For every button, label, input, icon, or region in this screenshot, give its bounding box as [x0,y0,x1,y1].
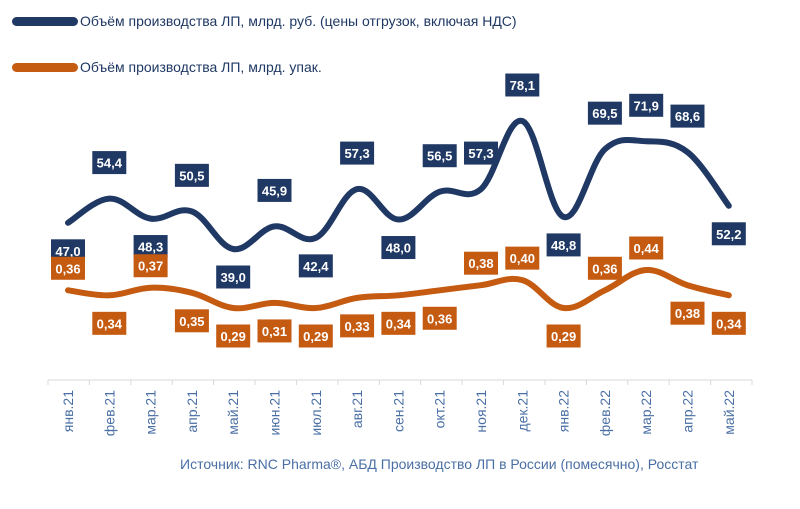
legend-label-series1: Объём производства ЛП, млрд. руб. (цены … [80,13,517,29]
x-tick-label: окт.21 [432,390,448,429]
data-label-rubles-box [381,236,416,260]
data-label-rubles-box [92,151,127,175]
x-tick-label: янв.22 [556,390,572,432]
data-label-packages-box [505,246,540,270]
data-label-rubles-box [216,265,251,289]
data-label-rubles: 48,8 [551,238,576,253]
data-label-rubles-box [711,222,746,246]
data-label-rubles-box [133,235,168,259]
data-label-rubles: 78,1 [510,78,535,93]
series-line-rubles [65,117,732,253]
data-label-packages: 0,29 [551,329,576,344]
data-label-rubles: 57,3 [344,146,369,161]
data-label-rubles: 52,2 [716,227,741,242]
data-label-rubles-box [464,141,498,165]
data-label-rubles: 69,5 [592,106,617,121]
x-tick-label: фев.21 [101,390,117,436]
x-tick-label: дек.21 [514,390,530,432]
data-label-packages: 0,34 [386,316,412,331]
x-tick-label: апр.21 [184,390,200,433]
data-label-rubles-box [340,141,375,165]
data-label-packages: 0,36 [55,261,80,276]
data-label-rubles-box [298,254,333,278]
data-label-packages-box [216,324,251,348]
data-label-packages-box [629,236,664,260]
x-tick-label: мар.21 [143,390,159,435]
data-label-rubles-box [670,104,705,128]
data-label-packages-box [670,301,705,325]
x-tick-label: ноя.21 [473,390,489,433]
data-label-packages-box [711,311,746,335]
data-label-rubles: 68,6 [675,109,700,124]
legend-item-series2: Объём производства ЛП, млрд. упак. [12,56,517,78]
x-tick-label: мар.22 [638,390,654,435]
data-label-packages-box [464,251,498,275]
x-tick-label: сен.21 [390,390,406,432]
data-label-packages-box [340,314,375,338]
data-label-packages-box [174,309,209,333]
legend-swatch-series1 [12,16,78,26]
data-label-rubles: 54,4 [97,156,123,171]
data-label-packages: 0,31 [262,324,287,339]
data-label-rubles: 71,9 [634,98,659,113]
x-tick-label: янв.21 [60,390,76,432]
source-note: Источник: RNC Pharma®, АБД Производство … [180,456,699,472]
legend: Объём производства ЛП, млрд. руб. (цены … [12,10,517,102]
legend-label-series2: Объём производства ЛП, млрд. упак. [80,59,322,75]
data-label-packages: 0,35 [179,314,204,329]
data-label-rubles-box [257,178,292,202]
data-label-rubles: 56,5 [427,149,452,164]
data-label-rubles: 48,3 [138,240,163,255]
data-label-rubles-box [51,239,85,263]
x-tick-label: фев.22 [597,390,613,436]
x-tick-label: май.22 [721,390,737,435]
data-label-packages: 0,29 [303,329,328,344]
data-label-rubles-box [629,93,664,117]
data-label-packages-box [546,324,581,348]
data-label-rubles-box [422,144,457,168]
data-label-rubles: 45,9 [262,183,287,198]
x-tick-label: апр.22 [680,390,696,433]
data-label-packages: 0,36 [592,261,617,276]
data-label-rubles: 50,5 [179,168,204,183]
data-label-packages: 0,34 [716,316,742,331]
data-label-packages-box [257,319,292,343]
data-label-packages: 0,36 [427,311,452,326]
data-label-rubles: 39,0 [221,270,246,285]
data-label-packages: 0,29 [221,329,246,344]
data-label-packages-box [133,254,168,278]
data-label-rubles: 42,4 [303,259,329,274]
data-label-packages-box [92,311,127,335]
x-tick-label: июн.21 [267,390,283,436]
data-label-packages: 0,38 [468,256,493,271]
data-label-packages-box [298,324,333,348]
data-label-rubles-box [174,163,209,187]
data-label-packages: 0,38 [675,306,700,321]
data-label-rubles: 47,0 [55,244,80,259]
data-label-packages: 0,37 [138,259,163,274]
x-tick-label: май.21 [225,390,241,435]
legend-swatch-series2 [12,62,78,72]
x-tick-label: авг.21 [349,390,365,428]
data-label-packages: 0,33 [344,319,369,334]
data-label-packages: 0,40 [510,251,535,266]
data-label-rubles: 57,3 [468,146,493,161]
data-label-rubles: 48,0 [386,241,411,256]
data-label-rubles-box [546,233,581,257]
data-label-rubles-box [505,73,540,97]
data-label-packages-box [422,306,457,330]
data-label-packages: 0,44 [634,241,660,256]
legend-item-series1: Объём производства ЛП, млрд. руб. (цены … [12,10,517,32]
data-label-packages: 0,34 [97,316,123,331]
data-label-rubles-box [587,101,622,125]
data-label-packages-box [587,256,622,280]
data-label-packages-box [51,256,85,280]
data-label-packages-box [381,311,416,335]
x-tick-label: июл.21 [308,390,324,436]
series-line-packages [65,266,732,312]
